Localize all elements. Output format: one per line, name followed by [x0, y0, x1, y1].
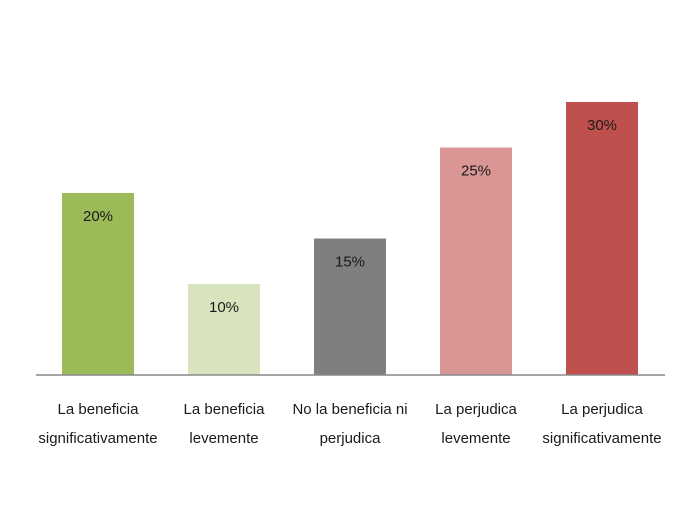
bar-value-label-1: 20%	[83, 208, 113, 225]
bar-1	[62, 193, 134, 375]
bars-layer	[62, 102, 638, 375]
category-label-line: significativamente	[542, 430, 661, 447]
category-label-line: La perjudica	[435, 401, 517, 418]
category-label-4: La perjudica levemente	[435, 401, 517, 447]
category-label-line: significativamente	[38, 430, 157, 447]
bar-value-label-5: 30%	[587, 117, 617, 134]
bar-value-label-4: 25%	[461, 163, 491, 180]
bar-value-label-3: 15%	[335, 254, 365, 271]
category-label-line: La perjudica	[561, 401, 643, 418]
category-label-line: levemente	[189, 430, 258, 447]
bar-value-label-2: 10%	[209, 299, 239, 316]
category-label-3: No la beneficia ni perjudica	[292, 401, 407, 447]
category-label-line: perjudica	[320, 430, 382, 447]
category-label-1: La beneficia significativamente	[38, 401, 157, 447]
category-label-line: La beneficia	[184, 401, 266, 418]
bar-2	[188, 284, 260, 375]
labels-layer: 20% La beneficia significativamente 10% La b…	[38, 117, 661, 447]
category-label-2: La beneficia levemente	[184, 401, 266, 447]
bar-3	[314, 238, 386, 375]
bar-5	[566, 102, 638, 375]
category-label-line: levemente	[441, 430, 510, 447]
bar-4	[440, 147, 512, 375]
category-label-line: La beneficia	[58, 401, 140, 418]
category-label-5: La perjudica significativamente	[542, 401, 661, 447]
category-label-line: No la beneficia ni	[292, 401, 407, 418]
